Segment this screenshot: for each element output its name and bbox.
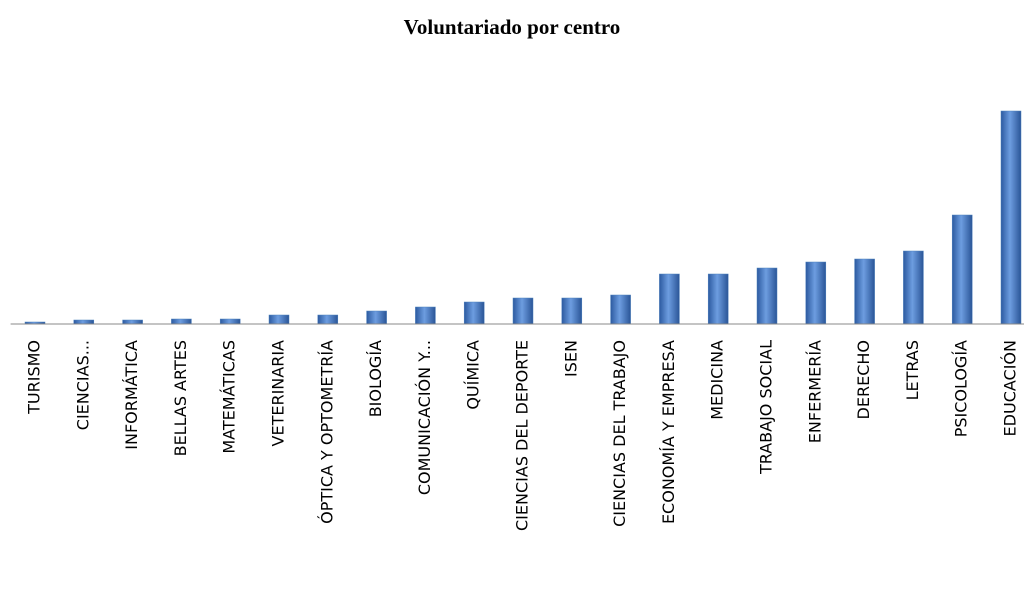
x-tick-label: BIOLOGÍA: [366, 340, 385, 417]
x-tick-label: CIENCIAS DEL DEPORTE: [513, 340, 532, 531]
x-tick-label: ÓPTICA Y OPTOMETRÍA: [317, 340, 336, 524]
bar: [1000, 110, 1022, 325]
x-tick-label: DERECHO: [854, 340, 873, 419]
bar: [903, 250, 924, 325]
bar: [463, 301, 485, 325]
bar: [756, 267, 778, 325]
bar: [73, 319, 95, 325]
x-tick-label: TURISMO: [25, 340, 44, 415]
bar: [415, 306, 436, 325]
x-tick-label: ENFERMERÍA: [805, 340, 824, 443]
bar: [317, 314, 339, 325]
bar: [512, 297, 534, 325]
x-tick-label: ISEN: [561, 340, 580, 377]
x-tick-label: QUÍMICA: [464, 340, 483, 410]
x-tick-label: MEDICINA: [708, 340, 727, 420]
x-tick-label: BELLAS ARTES: [171, 340, 190, 456]
x-tick-label: ECONOMÍA Y EMPRESA: [659, 340, 678, 524]
bar: [122, 319, 143, 325]
bar: [805, 261, 827, 325]
x-tick-label: TRABAJO SOCIAL: [757, 340, 776, 475]
x-tick-label: MATEMÁTICAS: [220, 340, 239, 454]
x-tick-label: INFORMÁTICA: [122, 340, 141, 450]
x-tick-label: VETERINARIA: [269, 340, 288, 447]
bar: [610, 294, 631, 325]
bar: [268, 314, 290, 325]
bar: [854, 258, 875, 325]
chart-title: Voluntariado por centro: [404, 15, 621, 39]
bar: [659, 273, 680, 325]
bar: [707, 273, 729, 325]
x-tick-label: EDUCACIÓN: [1001, 340, 1020, 436]
x-tick-label: LETRAS: [903, 340, 922, 400]
bar: [951, 214, 973, 325]
x-tick-label: CIENCIAS...: [73, 340, 92, 430]
bar: [366, 310, 387, 325]
bar: [171, 318, 192, 325]
x-tick-label: CIENCIAS DEL TRABAJO: [610, 340, 629, 527]
bar: [219, 318, 241, 325]
x-tick-label: PSICOLOGÍA: [952, 340, 971, 437]
bar: [561, 297, 583, 325]
x-tick-label: COMUNICACIÓN Y...: [415, 340, 434, 495]
